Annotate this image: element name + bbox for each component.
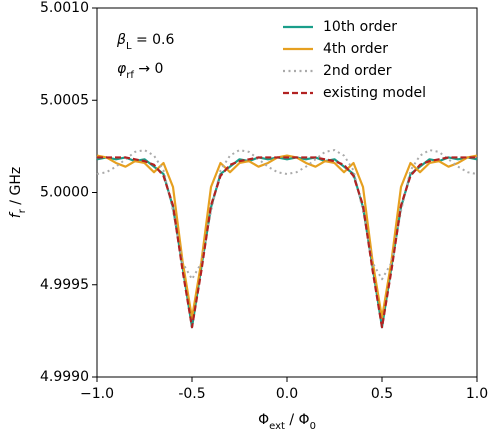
x-tick-label: −1.0: [80, 386, 114, 402]
x-tick-label: 0.5: [371, 386, 393, 402]
annotation: φrf → 0: [117, 61, 163, 81]
x-axis-label-part: / Φ: [285, 412, 310, 428]
y-tick-label: 5.0010: [40, 0, 89, 16]
annotation-part: L: [126, 41, 132, 52]
x-tick-label: 1.0: [466, 386, 488, 402]
x-axis-label-part: Φ: [258, 412, 269, 428]
y-axis-label-part: / GHz: [8, 167, 24, 209]
y-axis-label: fr / GHz: [8, 167, 28, 218]
x-axis-label-part: 0: [310, 421, 316, 431]
series-line: [97, 156, 477, 329]
annotation-part: → 0: [134, 61, 164, 77]
annotation-part: rf: [126, 70, 134, 81]
y-tick-label: 4.9995: [40, 277, 89, 293]
legend-label: 2nd order: [323, 63, 392, 79]
x-tick-label: -0.5: [178, 386, 205, 402]
series-line: [96, 154, 478, 320]
x-axis-label-part: ext: [269, 421, 285, 431]
annotation: βL = 0.6: [116, 32, 175, 52]
legend-label: existing model: [323, 85, 426, 101]
series-line: [96, 156, 478, 329]
series-line: [96, 149, 478, 281]
y-axis-label-part: r: [17, 208, 28, 213]
x-tick-label: 0.0: [276, 386, 298, 402]
annotation-part: β: [116, 32, 126, 48]
legend-label: 4th order: [323, 41, 388, 57]
y-tick-label: 5.0005: [40, 92, 89, 108]
y-tick-label: 4.9990: [40, 369, 89, 385]
legend-label: 10th order: [323, 19, 397, 35]
annotation-part: = 0.6: [132, 32, 175, 48]
annotation-part: φ: [117, 61, 127, 77]
y-tick-label: 5.0000: [40, 185, 89, 201]
x-axis-label: Φext / Φ0: [258, 412, 316, 431]
y-axis-label-part: f: [8, 211, 24, 218]
